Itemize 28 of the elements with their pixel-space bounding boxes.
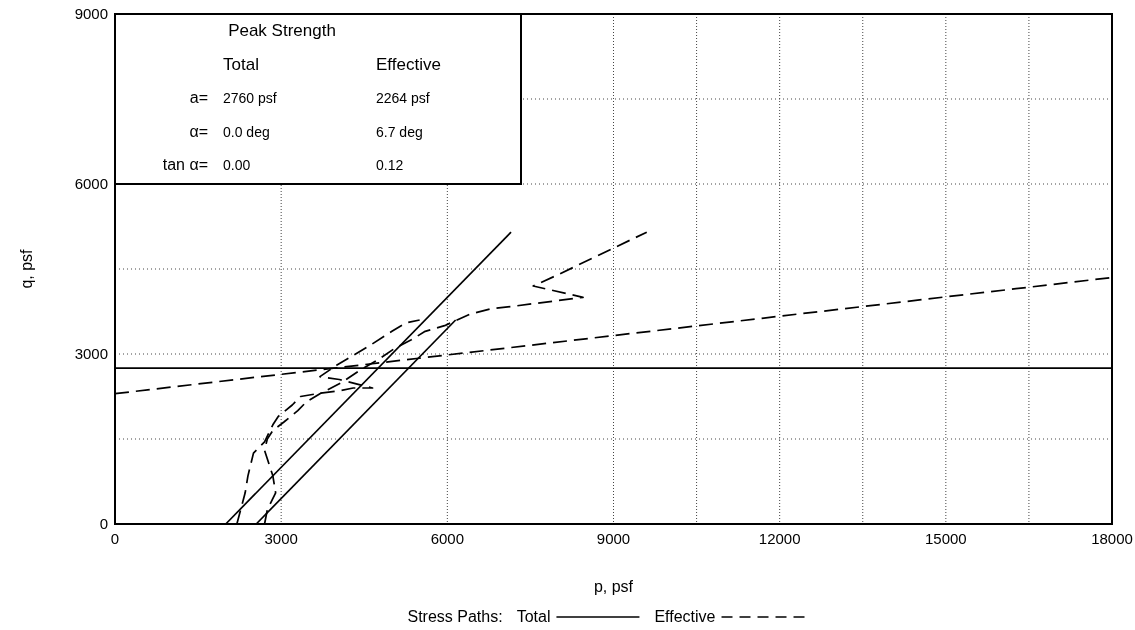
annotation: Effective — [376, 55, 441, 74]
x-tick-label: 15000 — [924, 530, 967, 547]
y-tick-label: 6000 — [74, 175, 108, 193]
annotation: 0.12 — [376, 157, 404, 173]
legend-title: Stress Paths: — [407, 608, 503, 625]
x-tick-label: 18000 — [1091, 530, 1133, 547]
annotation: 0.00 — [223, 157, 251, 173]
x-tick-label: 6000 — [430, 530, 465, 547]
annotation: Total — [223, 55, 259, 74]
text: Total — [516, 608, 551, 625]
y-axis-title: q, psf — [18, 248, 35, 289]
annotation: 2760 psf — [223, 90, 277, 106]
x-axis-title: p, psf — [593, 578, 634, 595]
annotation: tan α= — [162, 156, 208, 173]
y-tick-label: 3000 — [74, 345, 108, 363]
annotation: 0.0 deg — [223, 123, 270, 140]
annotation: a= — [189, 89, 208, 106]
annotation: Peak Strength — [228, 21, 336, 40]
y-tick-label: 0 — [99, 515, 108, 533]
x-tick-label: 9000 — [596, 530, 631, 547]
text: Effective — [654, 608, 716, 625]
x-tick-label: 3000 — [264, 530, 298, 547]
x-tick-label: 12000 — [758, 530, 801, 547]
annotation: 2264 psf — [376, 90, 430, 106]
y-tick-label: 9000 — [74, 5, 108, 23]
x-tick-label: 0 — [110, 530, 120, 547]
annotation: 6.7 deg — [376, 123, 423, 140]
annotation: α= — [189, 122, 208, 140]
